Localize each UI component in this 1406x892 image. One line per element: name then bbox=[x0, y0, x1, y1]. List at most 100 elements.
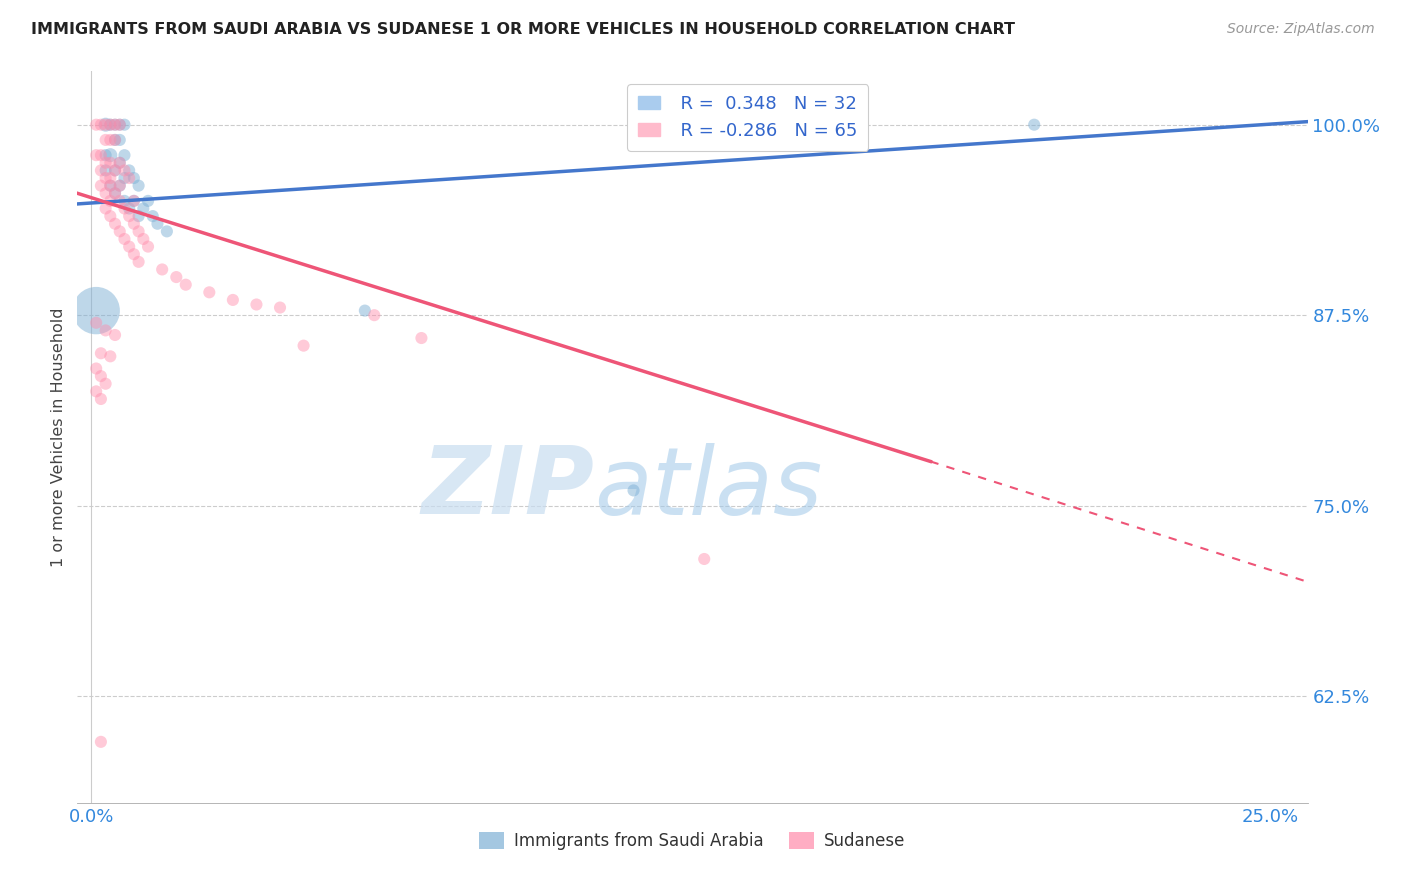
Point bbox=[90, 346, 112, 360]
Point bbox=[114, 148, 136, 162]
Point bbox=[122, 171, 145, 186]
Point bbox=[108, 155, 131, 169]
Point bbox=[150, 262, 173, 277]
Point bbox=[98, 171, 121, 186]
Point bbox=[128, 224, 150, 238]
Point bbox=[94, 133, 117, 147]
Point bbox=[136, 239, 159, 253]
Point bbox=[245, 297, 267, 311]
Point bbox=[84, 384, 107, 399]
Point bbox=[108, 133, 131, 147]
Point bbox=[114, 171, 136, 186]
Point bbox=[1024, 118, 1046, 132]
Point bbox=[84, 148, 107, 162]
Point bbox=[90, 163, 112, 178]
Point bbox=[94, 148, 117, 162]
Point bbox=[118, 171, 141, 186]
Point bbox=[128, 255, 150, 269]
Point bbox=[222, 293, 245, 307]
Point bbox=[128, 178, 150, 193]
Point bbox=[269, 301, 291, 315]
Point bbox=[122, 247, 145, 261]
Point bbox=[104, 217, 127, 231]
Point bbox=[84, 303, 107, 318]
Point bbox=[94, 171, 117, 186]
Point bbox=[104, 186, 127, 201]
Point bbox=[94, 155, 117, 169]
Point bbox=[118, 202, 141, 216]
Point bbox=[90, 369, 112, 384]
Point bbox=[108, 155, 131, 169]
Point bbox=[98, 118, 121, 132]
Point bbox=[84, 316, 107, 330]
Point bbox=[363, 308, 385, 322]
Point bbox=[114, 163, 136, 178]
Point bbox=[104, 186, 127, 201]
Point bbox=[90, 178, 112, 193]
Point bbox=[132, 202, 155, 216]
Point bbox=[623, 483, 645, 498]
Point bbox=[108, 194, 131, 208]
Point bbox=[98, 349, 121, 363]
Point bbox=[108, 118, 131, 132]
Point bbox=[114, 118, 136, 132]
Text: atlas: atlas bbox=[595, 442, 823, 533]
Point bbox=[98, 194, 121, 208]
Point bbox=[94, 323, 117, 337]
Point bbox=[156, 224, 179, 238]
Legend: Immigrants from Saudi Arabia, Sudanese: Immigrants from Saudi Arabia, Sudanese bbox=[472, 825, 912, 856]
Point bbox=[132, 232, 155, 246]
Point bbox=[104, 328, 127, 343]
Point bbox=[114, 232, 136, 246]
Point bbox=[84, 118, 107, 132]
Point bbox=[114, 194, 136, 208]
Point bbox=[118, 163, 141, 178]
Point bbox=[142, 209, 165, 223]
Point bbox=[136, 194, 159, 208]
Point bbox=[94, 186, 117, 201]
Point bbox=[94, 202, 117, 216]
Point bbox=[94, 118, 117, 132]
Point bbox=[90, 735, 112, 749]
Point bbox=[90, 118, 112, 132]
Point bbox=[90, 148, 112, 162]
Point bbox=[104, 118, 127, 132]
Y-axis label: 1 or more Vehicles in Household: 1 or more Vehicles in Household bbox=[51, 308, 66, 566]
Point bbox=[108, 224, 131, 238]
Point bbox=[122, 194, 145, 208]
Point bbox=[104, 163, 127, 178]
Point bbox=[165, 270, 187, 285]
Point bbox=[94, 163, 117, 178]
Point bbox=[122, 217, 145, 231]
Point bbox=[146, 217, 169, 231]
Point bbox=[90, 392, 112, 406]
Point bbox=[104, 133, 127, 147]
Point bbox=[198, 285, 221, 300]
Point bbox=[118, 239, 141, 253]
Point bbox=[108, 178, 131, 193]
Point bbox=[292, 338, 315, 352]
Point bbox=[98, 118, 121, 132]
Point bbox=[98, 148, 121, 162]
Point bbox=[98, 133, 121, 147]
Point bbox=[94, 376, 117, 391]
Point bbox=[104, 118, 127, 132]
Point bbox=[98, 178, 121, 193]
Point bbox=[693, 552, 716, 566]
Point bbox=[98, 155, 121, 169]
Point bbox=[94, 118, 117, 132]
Point bbox=[411, 331, 433, 345]
Point bbox=[114, 202, 136, 216]
Point bbox=[104, 163, 127, 178]
Text: Source: ZipAtlas.com: Source: ZipAtlas.com bbox=[1227, 22, 1375, 37]
Point bbox=[98, 209, 121, 223]
Text: ZIP: ZIP bbox=[422, 442, 595, 534]
Point bbox=[354, 303, 377, 318]
Point bbox=[108, 118, 131, 132]
Point bbox=[128, 209, 150, 223]
Point bbox=[84, 361, 107, 376]
Point bbox=[108, 178, 131, 193]
Point bbox=[104, 133, 127, 147]
Point bbox=[174, 277, 197, 292]
Text: IMMIGRANTS FROM SAUDI ARABIA VS SUDANESE 1 OR MORE VEHICLES IN HOUSEHOLD CORRELA: IMMIGRANTS FROM SAUDI ARABIA VS SUDANESE… bbox=[31, 22, 1015, 37]
